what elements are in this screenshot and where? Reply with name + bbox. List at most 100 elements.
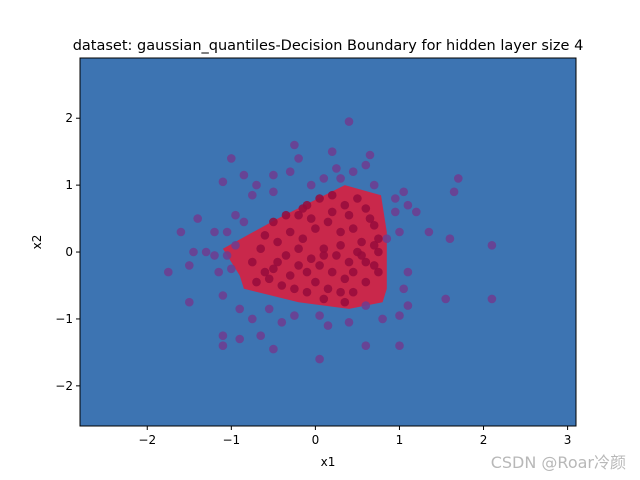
scatter-point-outer — [218, 341, 228, 351]
scatter-point-outer — [399, 284, 409, 294]
scatter-point-outer — [252, 180, 261, 190]
scatter-point-inner — [336, 241, 345, 250]
scatter-point-inner — [306, 254, 316, 263]
scatter-point-inner — [323, 217, 333, 227]
scatter-point-outer — [327, 147, 337, 156]
scatter-point-inner — [332, 251, 341, 260]
scatter-point-inner — [319, 294, 329, 304]
scatter-point-inner — [340, 200, 350, 210]
y-tick-label: −2 — [55, 379, 73, 393]
scatter-point-outer — [336, 174, 345, 183]
y-axis-ticks: −2 −1 0 1 2 — [55, 111, 80, 393]
scatter-point-outer — [210, 251, 219, 260]
scatter-point-inner — [336, 287, 345, 297]
chart-title: dataset: gaussian_quantiles-Decision Bou… — [73, 38, 584, 54]
scatter-point-outer — [399, 187, 409, 197]
scatter-point-outer — [391, 207, 400, 217]
scatter-point-outer — [487, 294, 497, 304]
scatter-point-outer — [344, 117, 354, 126]
scatter-point-inner — [264, 274, 274, 284]
scatter-point-outer — [189, 247, 198, 257]
scatter-point-inner — [369, 241, 379, 250]
scatter-point-inner — [336, 227, 345, 237]
scatter-point-outer — [369, 180, 379, 190]
scatter-point-inner — [374, 234, 383, 243]
scatter-point-outer — [361, 341, 371, 351]
scatter-point-outer — [235, 334, 244, 344]
scatter-point-inner — [319, 251, 329, 260]
scatter-point-outer — [290, 311, 299, 320]
scatter-point-outer — [218, 331, 228, 341]
scatter-point-outer — [315, 311, 324, 320]
x-tick-label: −2 — [138, 433, 156, 447]
scatter-point-outer — [487, 241, 497, 250]
scatter-point-outer — [319, 174, 329, 183]
scatter-point-inner — [361, 204, 371, 213]
scatter-point-inner — [369, 221, 379, 230]
scatter-point-outer — [176, 227, 186, 237]
scatter-point-outer — [227, 154, 236, 163]
scatter-point-outer — [210, 227, 219, 237]
scatter-point-outer — [201, 247, 211, 257]
scatter-point-inner — [357, 237, 366, 247]
scatter-point-inner — [323, 284, 333, 294]
scatter-point-inner — [327, 207, 337, 217]
scatter-point-outer — [269, 170, 278, 180]
scatter-point-outer — [218, 291, 228, 300]
scatter-point-outer — [449, 187, 459, 197]
x-axis-label: x1 — [321, 455, 336, 469]
scatter-point-inner — [348, 287, 358, 297]
scatter-point-inner — [294, 210, 303, 220]
scatter-point-outer — [248, 314, 257, 324]
scatter-point-inner — [340, 274, 350, 284]
scatter-point-outer — [441, 294, 451, 304]
scatter-point-outer — [294, 154, 303, 163]
scatter-point-inner — [252, 277, 261, 287]
scatter-point-inner — [327, 190, 337, 200]
scatter-point-outer — [315, 354, 324, 364]
scatter-point-inner — [269, 264, 278, 274]
y-tick-label: 0 — [65, 245, 73, 259]
y-tick-label: 2 — [65, 111, 73, 125]
scatter-point-outer — [361, 301, 371, 310]
scatter-point-outer — [395, 227, 404, 237]
scatter-point-outer — [193, 214, 202, 223]
x-tick-label: 2 — [480, 433, 488, 447]
data-points — [164, 117, 497, 364]
scatter-point-inner — [365, 214, 375, 223]
scatter-point-outer — [239, 217, 249, 227]
scatter-point-outer — [412, 207, 421, 217]
scatter-point-inner — [260, 231, 270, 240]
scatter-point-inner — [302, 267, 312, 277]
scatter-point-inner — [306, 214, 316, 223]
scatter-point-inner — [319, 244, 329, 253]
scatter-point-outer — [256, 331, 266, 341]
scatter-point-inner — [344, 210, 354, 220]
scatter-point-inner — [357, 251, 366, 260]
scatter-point-inner — [374, 247, 383, 257]
scatter-point-inner — [361, 257, 371, 267]
scatter-point-outer — [332, 164, 341, 173]
scatter-point-inner — [273, 257, 282, 267]
scatter-point-inner — [315, 194, 324, 203]
scatter-point-inner — [298, 204, 308, 213]
scatter-point-inner — [315, 261, 324, 270]
scatter-point-outer — [445, 234, 455, 243]
scatter-point-outer — [290, 140, 299, 150]
scatter-point-outer — [348, 167, 358, 176]
scatter-point-outer — [264, 304, 274, 314]
scatter-point-outer — [185, 297, 194, 307]
scatter-point-outer — [285, 167, 295, 176]
scatter-point-outer — [323, 321, 333, 330]
scatter-point-outer — [344, 318, 354, 327]
x-tick-label: 1 — [396, 433, 404, 447]
scatter-point-outer — [235, 304, 244, 314]
scatter-point-outer — [365, 150, 375, 160]
scatter-point-outer — [395, 311, 404, 320]
watermark-text: CSDN @Roar冷颜 — [491, 453, 626, 472]
scatter-point-outer — [361, 160, 371, 170]
scatter-point-inner — [361, 277, 371, 287]
scatter-point-inner — [269, 217, 278, 227]
x-tick-label: −1 — [222, 433, 240, 447]
scatter-point-inner — [285, 271, 295, 280]
